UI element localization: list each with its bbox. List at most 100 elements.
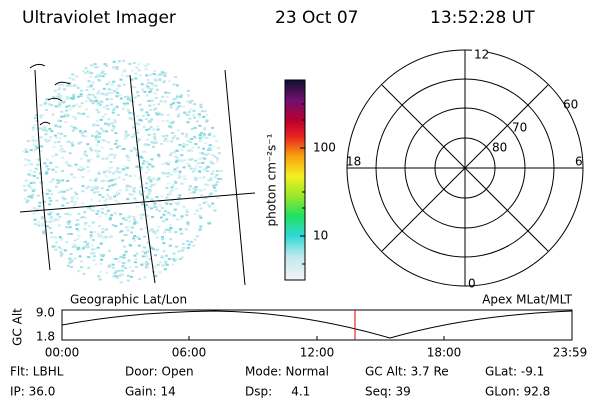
pixel	[198, 124, 202, 127]
pixel	[195, 235, 199, 238]
pixel	[81, 216, 85, 218]
pixel	[62, 101, 66, 104]
colorbar-label: photon cm⁻²s⁻¹	[265, 133, 279, 226]
pixel	[76, 248, 80, 251]
pixel	[168, 231, 172, 234]
pixel	[150, 82, 154, 85]
pixel	[94, 185, 98, 188]
pixel	[65, 113, 69, 116]
pixel	[163, 72, 167, 75]
pixel	[185, 144, 189, 146]
pixel	[166, 140, 170, 143]
pixel	[97, 171, 101, 174]
pixel	[190, 138, 193, 140]
pixel	[153, 135, 156, 138]
timeline-y-label: 9.0	[36, 306, 55, 320]
pixel	[215, 174, 219, 177]
mlt-label: 18	[346, 155, 361, 169]
pixel	[175, 258, 179, 261]
pixel	[175, 149, 179, 152]
pixel	[143, 235, 146, 238]
pixel	[72, 115, 76, 118]
pixel	[96, 66, 99, 69]
pixel	[122, 245, 126, 248]
pixel	[66, 163, 70, 166]
pixel	[132, 135, 135, 138]
status-panel: Flt: LBHL Door: Open Mode: Normal GC Alt: 3…	[10, 365, 550, 399]
pixel	[174, 202, 178, 205]
pixel	[66, 97, 70, 100]
pixel	[128, 193, 132, 196]
pixel	[68, 226, 72, 229]
pixel	[73, 201, 77, 204]
pixel	[113, 107, 117, 110]
pixel	[169, 224, 173, 227]
pixel	[183, 178, 187, 181]
pixel	[194, 165, 198, 168]
pixel	[129, 149, 133, 152]
pixel	[69, 253, 73, 256]
pixel	[95, 119, 99, 122]
pixel	[157, 111, 161, 114]
pixel	[31, 135, 35, 138]
pixel	[91, 134, 94, 137]
pixel	[69, 84, 73, 87]
pixel	[156, 263, 160, 266]
pixel	[152, 177, 156, 180]
pixel	[211, 202, 215, 205]
pixel	[145, 111, 149, 114]
pixel	[44, 133, 48, 136]
pixel	[172, 170, 176, 173]
pixel	[173, 168, 177, 171]
pixel	[102, 131, 106, 134]
pixel	[57, 119, 61, 122]
pixel	[133, 221, 137, 224]
pixel	[150, 198, 154, 200]
pixel	[66, 233, 70, 236]
pixel	[213, 186, 216, 189]
pixel	[105, 83, 109, 86]
pixel	[182, 175, 186, 178]
pixel	[130, 100, 134, 103]
pixel	[184, 135, 188, 138]
pixel	[137, 123, 141, 126]
pixel	[177, 113, 181, 116]
pixel	[208, 194, 212, 197]
pixel	[202, 133, 206, 136]
pixel	[160, 195, 164, 198]
pixel	[25, 150, 29, 153]
image-grid	[19, 63, 256, 286]
pixel	[153, 266, 157, 269]
pixel	[143, 276, 147, 279]
pixel	[59, 145, 63, 148]
pixel	[39, 150, 43, 153]
pixel	[58, 103, 62, 106]
pixel	[83, 211, 87, 214]
pixel	[55, 166, 59, 168]
pixel	[154, 97, 158, 100]
pixel	[204, 183, 208, 186]
pixel	[96, 102, 100, 105]
pixel	[140, 217, 143, 220]
pixel	[216, 157, 219, 160]
pixel	[63, 88, 66, 91]
pixel	[174, 76, 178, 78]
pixel	[203, 157, 207, 160]
pixel	[203, 128, 207, 131]
pixel	[146, 214, 149, 217]
pixel	[99, 262, 103, 265]
status-field: Flt: LBHL	[10, 365, 64, 379]
pixel	[190, 150, 194, 153]
pixel	[108, 196, 112, 199]
pixel	[150, 228, 154, 231]
pixel	[188, 100, 192, 103]
pixel	[113, 154, 117, 157]
pixel	[165, 254, 168, 257]
pixel	[90, 83, 94, 86]
pixel	[202, 188, 206, 191]
pixel	[117, 257, 121, 260]
pixel	[81, 176, 85, 179]
pixel	[138, 190, 142, 192]
pixel	[79, 141, 83, 144]
pixel	[208, 146, 212, 149]
